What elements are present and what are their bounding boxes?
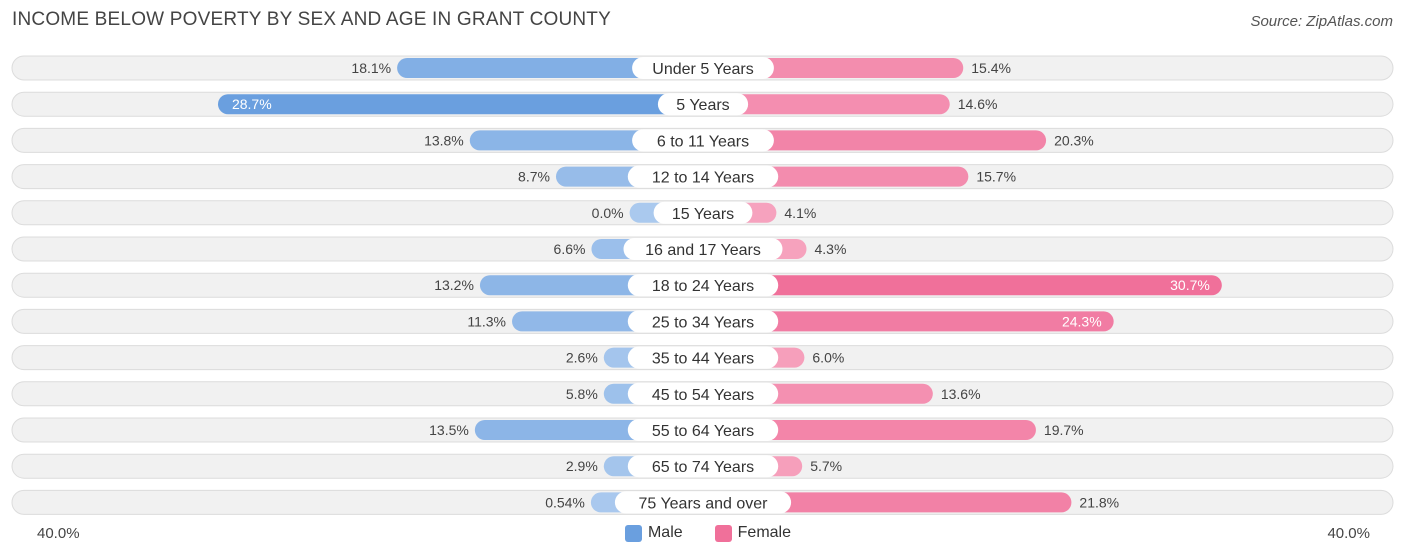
male-value-label: 0.54% <box>545 494 585 510</box>
male-bar <box>218 94 703 114</box>
male-value-label: 28.7% <box>232 96 272 112</box>
category-label: 12 to 14 Years <box>652 170 754 187</box>
legend-label-female: Female <box>738 524 791 542</box>
male-value-label: 2.9% <box>566 458 598 474</box>
female-value-label: 24.3% <box>1062 313 1102 329</box>
male-value-label: 2.6% <box>566 350 598 366</box>
category-label: 6 to 11 Years <box>657 133 749 150</box>
legend-swatch-male <box>625 525 642 542</box>
category-label: 75 Years and over <box>639 495 769 512</box>
female-value-label: 4.3% <box>815 241 847 257</box>
female-value-label: 20.3% <box>1054 132 1094 148</box>
female-value-label: 14.6% <box>958 96 998 112</box>
legend-item-male: Male <box>625 524 683 542</box>
male-value-label: 8.7% <box>518 169 550 185</box>
chart-canvas: 18.1% 15.4% Under 5 Years 28.7% 14.6% 5 Years… <box>0 0 1406 520</box>
male-value-label: 6.6% <box>554 241 586 257</box>
category-label: 45 to 54 Years <box>652 387 754 404</box>
category-label: 18 to 24 Years <box>652 278 754 295</box>
legend-swatch-female <box>715 525 732 542</box>
female-value-label: 15.7% <box>976 169 1016 185</box>
female-value-label: 21.8% <box>1079 494 1119 510</box>
female-value-label: 19.7% <box>1044 422 1084 438</box>
category-label: Under 5 Years <box>652 61 753 78</box>
female-value-label: 6.0% <box>812 350 844 366</box>
legend-item-female: Female <box>715 524 791 542</box>
category-label: 16 and 17 Years <box>645 242 761 259</box>
legend-label-male: Male <box>648 524 683 542</box>
female-value-label: 5.7% <box>810 458 842 474</box>
female-value-label: 15.4% <box>971 60 1011 76</box>
male-value-label: 13.2% <box>434 277 474 293</box>
male-value-label: 13.8% <box>424 132 464 148</box>
male-value-label: 18.1% <box>351 60 391 76</box>
female-value-label: 30.7% <box>1170 277 1210 293</box>
female-bar <box>703 275 1222 295</box>
category-label: 15 Years <box>672 206 734 223</box>
category-label: 55 to 64 Years <box>652 423 754 440</box>
female-value-label: 4.1% <box>784 205 816 221</box>
male-value-label: 5.8% <box>566 386 598 402</box>
male-value-label: 13.5% <box>429 422 469 438</box>
category-label: 65 to 74 Years <box>652 459 754 476</box>
category-label: 35 to 44 Years <box>652 351 754 368</box>
category-label: 5 Years <box>676 97 729 114</box>
category-label: 25 to 34 Years <box>652 314 754 331</box>
female-value-label: 13.6% <box>941 386 981 402</box>
legend: Male Female <box>0 524 1406 542</box>
male-value-label: 11.3% <box>467 313 506 329</box>
male-value-label: 0.0% <box>592 205 624 221</box>
